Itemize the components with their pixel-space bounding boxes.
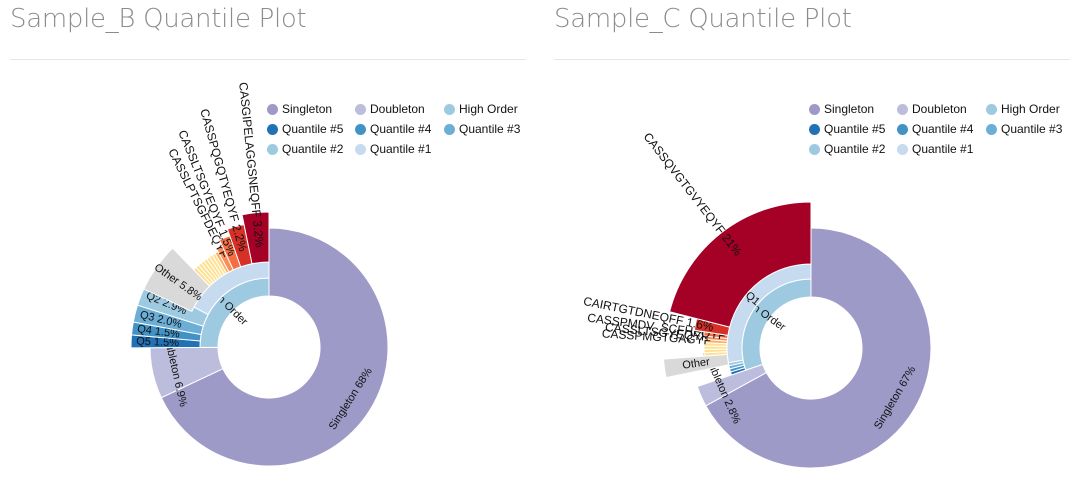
legend-label: High Order	[459, 102, 518, 116]
slice-clone	[241, 211, 270, 265]
panel-sample-c: Sample_C Quantile Plot Singleton 67% Doub…	[554, 0, 1074, 483]
slice-singleton	[160, 227, 389, 467]
legend-item-quantile-1: Quantile #1	[897, 141, 986, 157]
legend-item-quantile-4: Quantile #4	[355, 121, 444, 137]
legend-item-high-order: High Order	[986, 101, 1077, 117]
legend-item-quantile-2: Quantile #2	[267, 141, 355, 157]
legend-label: Doubleton	[912, 102, 967, 116]
legend-label: Quantile #4	[370, 122, 432, 136]
legend-swatch	[897, 103, 908, 115]
legend-label: Singleton	[824, 102, 875, 116]
legend-swatch	[355, 123, 366, 135]
slice-clone	[668, 201, 812, 328]
panel-sample-b: Sample_B Quantile Plot Singleton 68% Doub…	[10, 0, 530, 483]
legend-swatch	[897, 123, 908, 135]
legend-swatch	[267, 123, 278, 135]
legend-swatch	[809, 123, 820, 135]
sunburst-chart: Singleton 68%Doubleton 6.9%High OrderQ5 …	[130, 82, 389, 467]
legend-item-quantile-4: Quantile #4	[897, 121, 986, 137]
legend-swatch	[986, 123, 997, 135]
legend-label: Quantile #4	[912, 122, 974, 136]
legend-item-doubleton: Doubleton	[897, 101, 986, 117]
legend-item-doubleton: Doubleton	[355, 101, 444, 117]
legend-swatch	[809, 143, 820, 155]
legend-item-singleton: Singleton	[809, 101, 897, 117]
legend-label: Quantile #3	[1001, 122, 1063, 136]
legend-swatch	[444, 123, 455, 135]
legend-swatch	[809, 103, 820, 115]
legend-label: Quantile #5	[282, 122, 344, 136]
legend-label: Quantile #1	[912, 142, 974, 156]
legend-label: Doubleton	[370, 102, 425, 116]
legend-item-quantile-5: Quantile #5	[809, 121, 897, 137]
legend-label: High Order	[1001, 102, 1060, 116]
legend-item-quantile-3: Quantile #3	[986, 121, 1077, 137]
legend: Singleton Doubleton High Order Quantile #5 Q…	[809, 101, 1077, 157]
label-other: Other	[682, 356, 711, 372]
legend-item-quantile-2: Quantile #2	[809, 141, 897, 157]
legend-swatch	[897, 143, 908, 155]
legend-label: Quantile #2	[824, 142, 886, 156]
slice-clone	[143, 247, 211, 312]
legend-swatch	[355, 143, 366, 155]
legend-swatch	[267, 143, 278, 155]
legend-swatch	[267, 103, 278, 115]
chart-title: Sample_C Quantile Plot	[554, 4, 852, 34]
title-divider	[554, 59, 1070, 60]
legend-item-high-order: High Order	[444, 101, 536, 117]
legend: Singleton Doubleton High Order Quantile #5 Q…	[267, 101, 536, 157]
legend-item-singleton: Singleton	[267, 101, 355, 117]
legend-label: Singleton	[282, 102, 333, 116]
title-divider	[10, 59, 526, 60]
chart-title: Sample_B Quantile Plot	[10, 4, 307, 34]
label-cassqvgtgvyeqyf-21: CASSQVGTGVYEQYF 21%	[641, 130, 745, 259]
legend-label: Quantile #1	[370, 142, 432, 156]
legend-item-quantile-3: Quantile #3	[444, 121, 536, 137]
legend-swatch	[444, 103, 455, 115]
legend-swatch	[355, 103, 366, 115]
legend-item-quantile-1: Quantile #1	[355, 141, 444, 157]
legend-label: Quantile #3	[459, 122, 521, 136]
label-quantile-5: Q5 1.5%	[136, 335, 179, 349]
legend-swatch	[986, 103, 997, 115]
legend-item-quantile-5: Quantile #5	[267, 121, 355, 137]
sunburst-chart: Singleton 67%Doubleton 2.8%High OrderQ1O…	[582, 130, 932, 469]
slice-singleton	[705, 227, 932, 469]
legend-label: Quantile #5	[824, 122, 886, 136]
legend-label: Quantile #2	[282, 142, 344, 156]
